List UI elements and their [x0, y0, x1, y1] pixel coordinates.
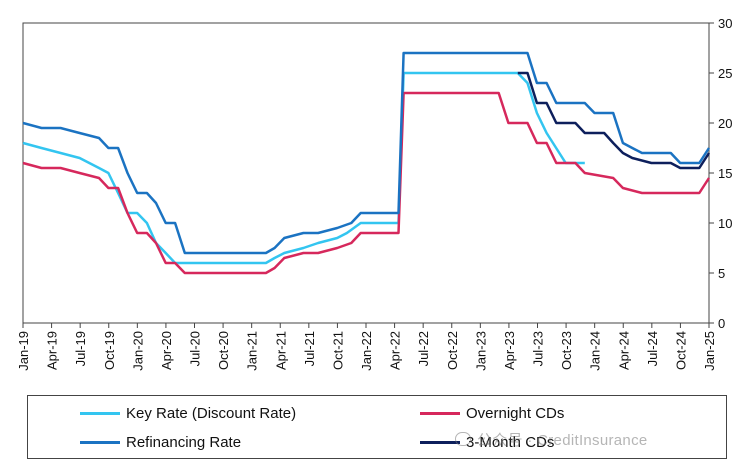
- legend-item-3-month-cds: 3-Month CDs: [420, 432, 554, 452]
- series-line-key-rate-discount-rate: [22, 71, 585, 265]
- legend-item-refinancing-rate: Refinancing Rate: [80, 432, 241, 452]
- legend-item-key-rate: Key Rate (Discount Rate): [80, 403, 296, 423]
- legend-swatch-refinancing-rate: [80, 440, 120, 444]
- x-tick-label: Jul-24: [645, 331, 660, 366]
- plot-area: [22, 22, 710, 324]
- legend-swatch-overnight-cds: [420, 411, 460, 415]
- x-tick-label: Apr-24: [616, 331, 631, 370]
- wechat-icon: [455, 432, 471, 446]
- legend-swatch-3-month-cds: [420, 440, 460, 444]
- x-tick-label: Jul-23: [531, 331, 546, 366]
- x-tick-label: Apr-22: [388, 331, 403, 370]
- legend-swatch-key-rate: [80, 411, 120, 415]
- x-tick-label: Apr-19: [45, 331, 60, 370]
- y-tick-label: 30: [718, 16, 732, 31]
- series-line-overnight-cds: [22, 91, 711, 275]
- watermark-text: 公众号 · CreditInsurance: [477, 431, 648, 449]
- y-tick-label: 15: [718, 166, 732, 181]
- x-tick-label: Oct-23: [559, 331, 574, 370]
- series-layer: [22, 51, 711, 275]
- x-tick-label: Jul-21: [302, 331, 317, 366]
- x-tick-label: Oct-19: [102, 331, 117, 370]
- x-tick-label: Oct-22: [445, 331, 460, 370]
- x-tick-label: Oct-20: [216, 331, 231, 370]
- legend-label-overnight-cds: Overnight CDs: [466, 404, 565, 422]
- x-tick-label: Jan-25: [702, 331, 717, 371]
- x-tick-label: Apr-20: [159, 331, 174, 370]
- x-tick-label: Oct-24: [673, 331, 688, 370]
- legend: Key Rate (Discount Rate) Overnight CDs R…: [27, 395, 727, 459]
- x-tick-label: Apr-23: [502, 331, 517, 370]
- x-tick-label: Jan-20: [130, 331, 145, 371]
- x-tick-label: Jan-21: [245, 331, 260, 371]
- x-tick-label: Jul-20: [188, 331, 203, 366]
- x-tick-label: Jul-19: [73, 331, 88, 366]
- legend-item-overnight-cds: Overnight CDs: [420, 403, 564, 423]
- y-tick-label: 10: [718, 216, 732, 231]
- x-tick-label: Jan-23: [473, 331, 488, 371]
- x-tick-label: Apr-21: [273, 331, 288, 370]
- y-tick-label: 0: [718, 316, 725, 331]
- y-tick-label: 25: [718, 66, 732, 81]
- x-axis: Jan-19 Apr-19 Jul-19 Oct-19 Jan-20 Apr-20 Jul-…: [16, 323, 717, 371]
- x-tick-label: Jan-22: [359, 331, 374, 371]
- x-tick-label: Oct-21: [330, 331, 345, 370]
- watermark: 公众号 · CreditInsurance: [455, 428, 648, 450]
- legend-label-3-month-cds: 3-Month CDs: [466, 433, 555, 451]
- legend-label-refinancing-rate: Refinancing Rate: [126, 433, 242, 451]
- legend-label-key-rate: Key Rate (Discount Rate): [126, 404, 297, 422]
- y-tick-label: 20: [718, 116, 732, 131]
- x-tick-label: Jan-19: [16, 331, 31, 371]
- x-tick-label: Jan-24: [588, 331, 603, 371]
- y-tick-label: 5: [718, 266, 725, 281]
- series-line-3-month-cds: [517, 71, 711, 170]
- series-line-refinancing-rate: [22, 51, 711, 255]
- y-axis: 0 5 10 15 20 25 30: [709, 16, 732, 331]
- x-tick-label: Jul-22: [416, 331, 431, 366]
